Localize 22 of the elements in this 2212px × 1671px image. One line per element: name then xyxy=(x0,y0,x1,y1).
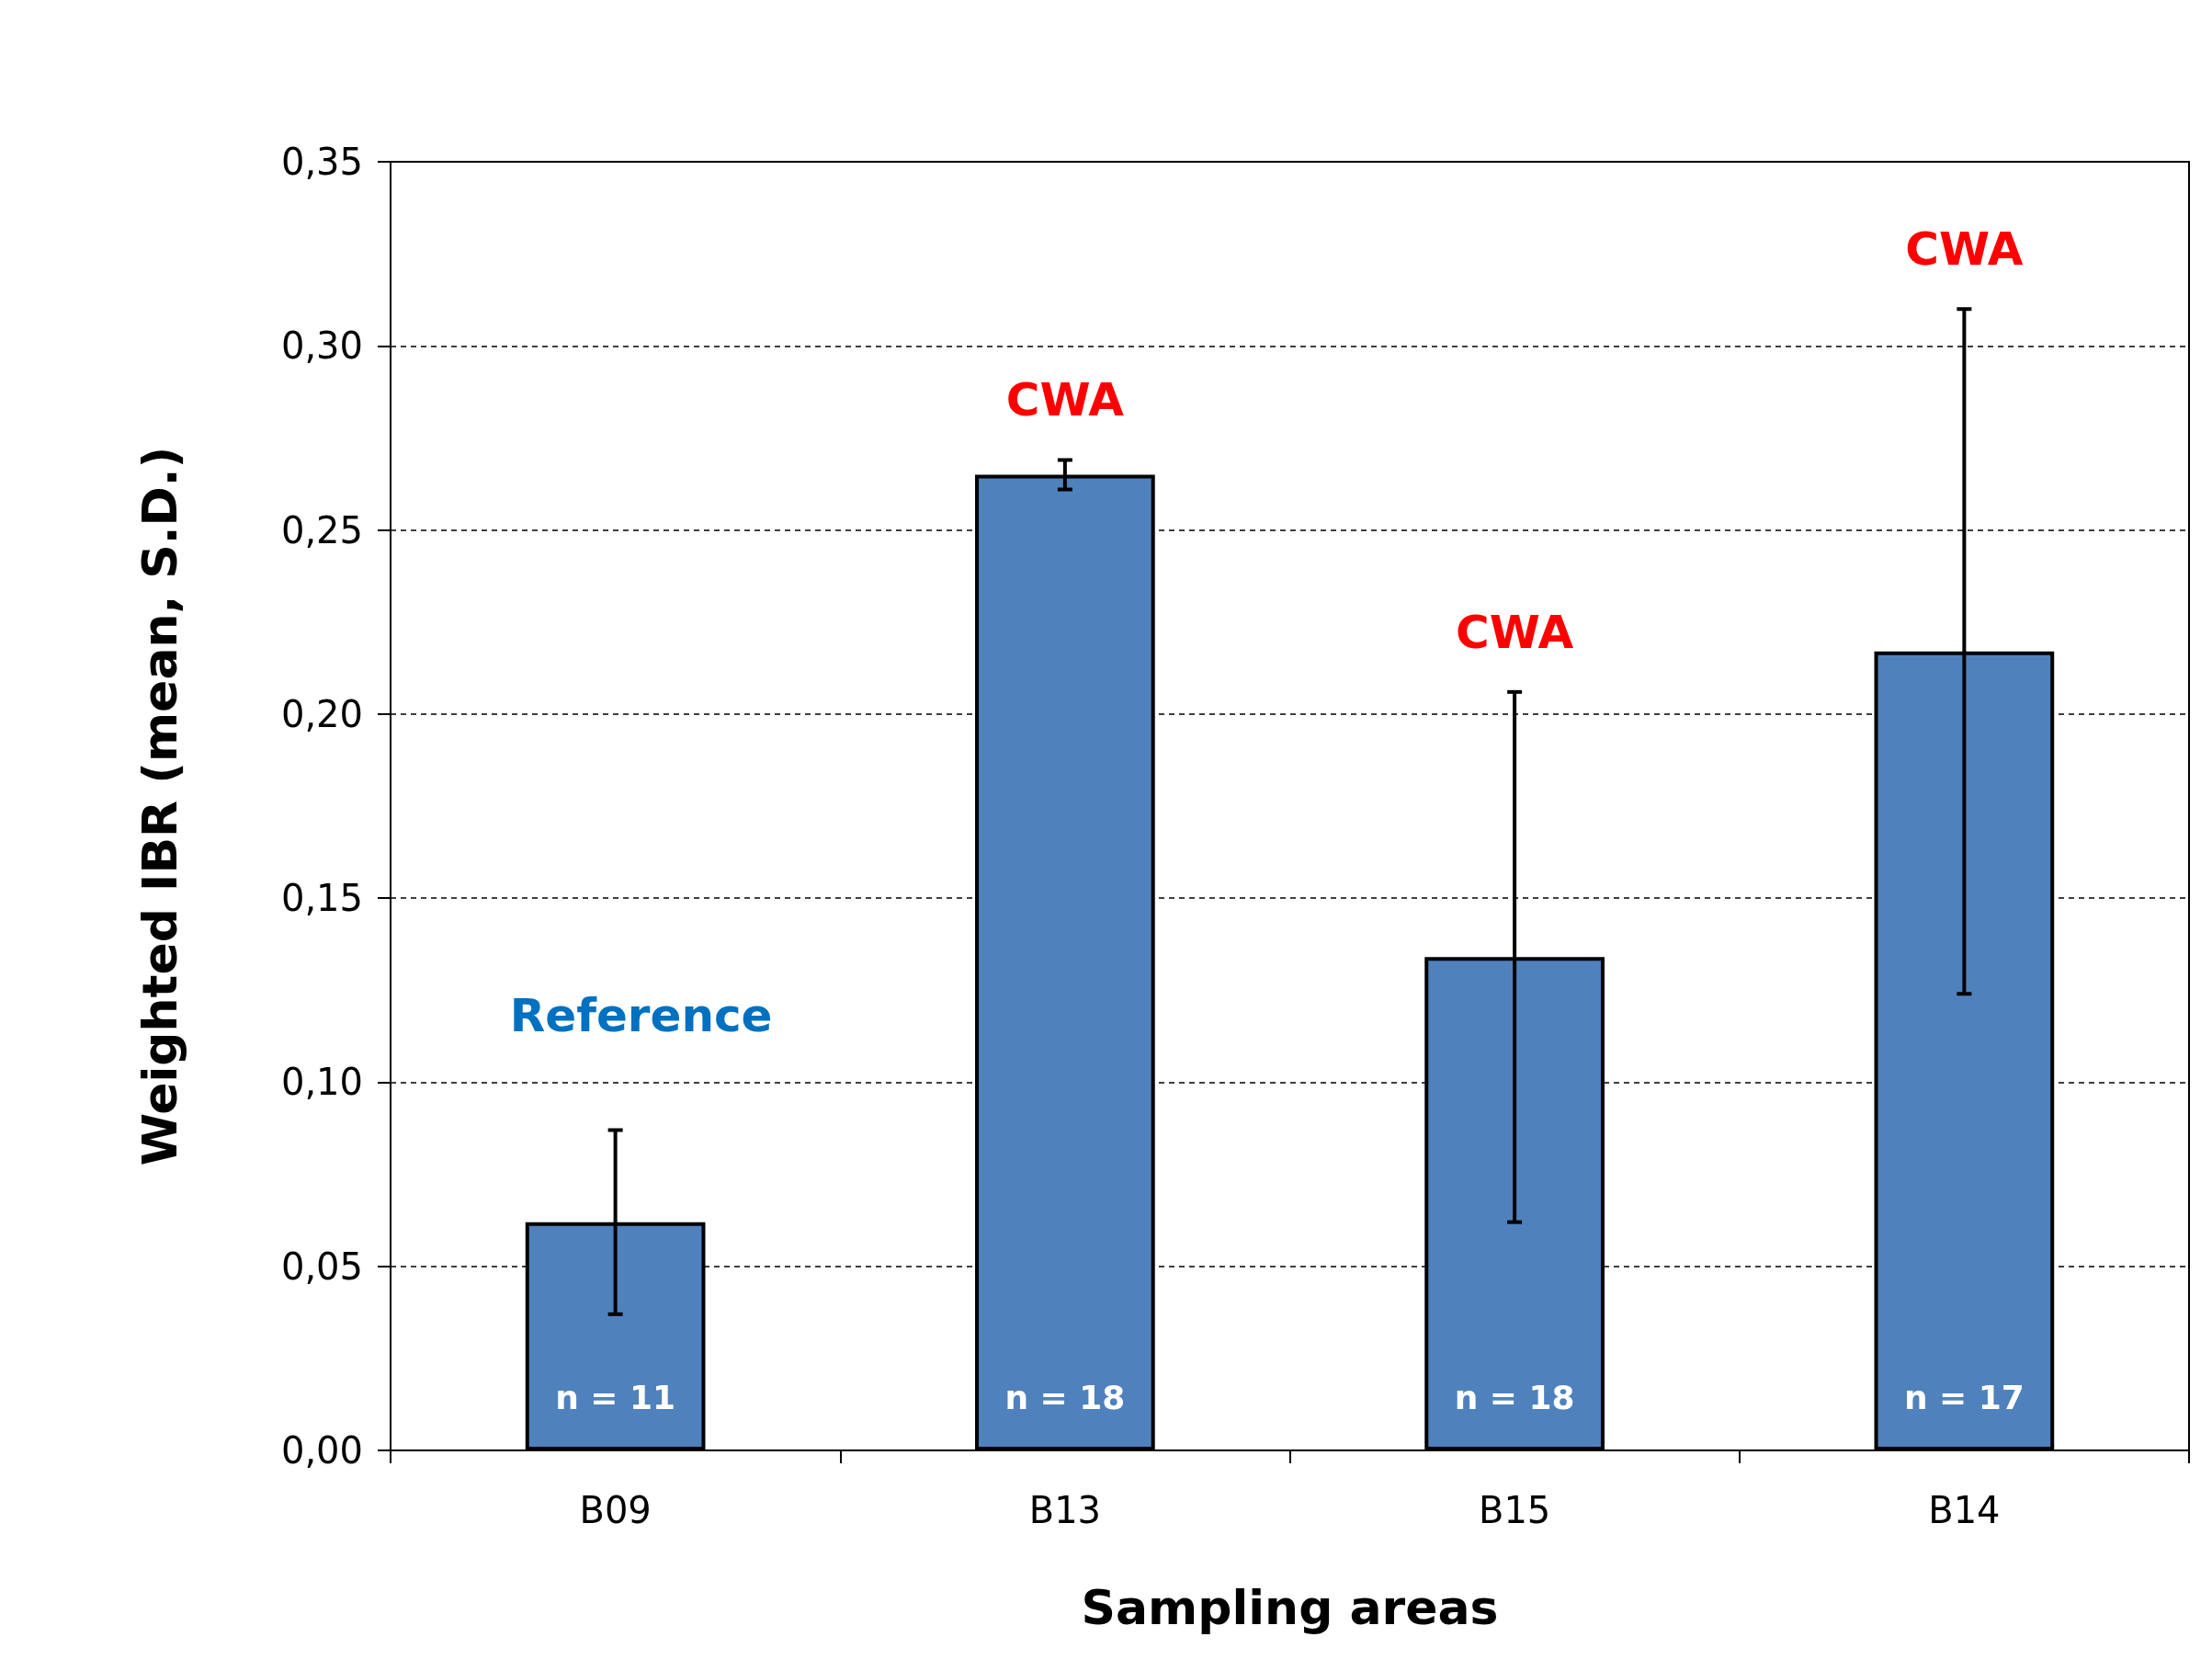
y-tick-label: 0,00 xyxy=(280,1429,363,1472)
y-tick-label: 0,15 xyxy=(280,877,363,920)
annotation: n = 18 xyxy=(1004,1378,1126,1416)
x-tick-label: B15 xyxy=(1478,1489,1551,1531)
annotation: CWA xyxy=(1005,373,1125,427)
y-tick-label: 0,20 xyxy=(280,692,363,735)
annotation: n = 18 xyxy=(1454,1378,1575,1416)
y-tick-label: 0,05 xyxy=(280,1245,363,1288)
annotation: CWA xyxy=(1905,222,2024,277)
y-tick-label: 0,25 xyxy=(280,508,363,551)
annotation: CWA xyxy=(1455,605,1574,659)
y-tick-label: 0,35 xyxy=(280,141,363,183)
annotation: n = 17 xyxy=(1903,1378,2025,1416)
x-tick-label: B13 xyxy=(1028,1489,1102,1531)
annotation: n = 11 xyxy=(555,1378,676,1416)
annotation: Reference xyxy=(509,988,773,1042)
y-tick-label: 0,10 xyxy=(280,1061,363,1104)
y-axis-title: Weighted IBR (mean, S.D.) xyxy=(132,446,187,1166)
x-tick-label: B09 xyxy=(579,1489,652,1531)
x-axis-title: Sampling areas xyxy=(1081,1580,1499,1635)
y-tick-label: 0,30 xyxy=(280,324,363,368)
x-tick-label: B14 xyxy=(1928,1489,2001,1531)
